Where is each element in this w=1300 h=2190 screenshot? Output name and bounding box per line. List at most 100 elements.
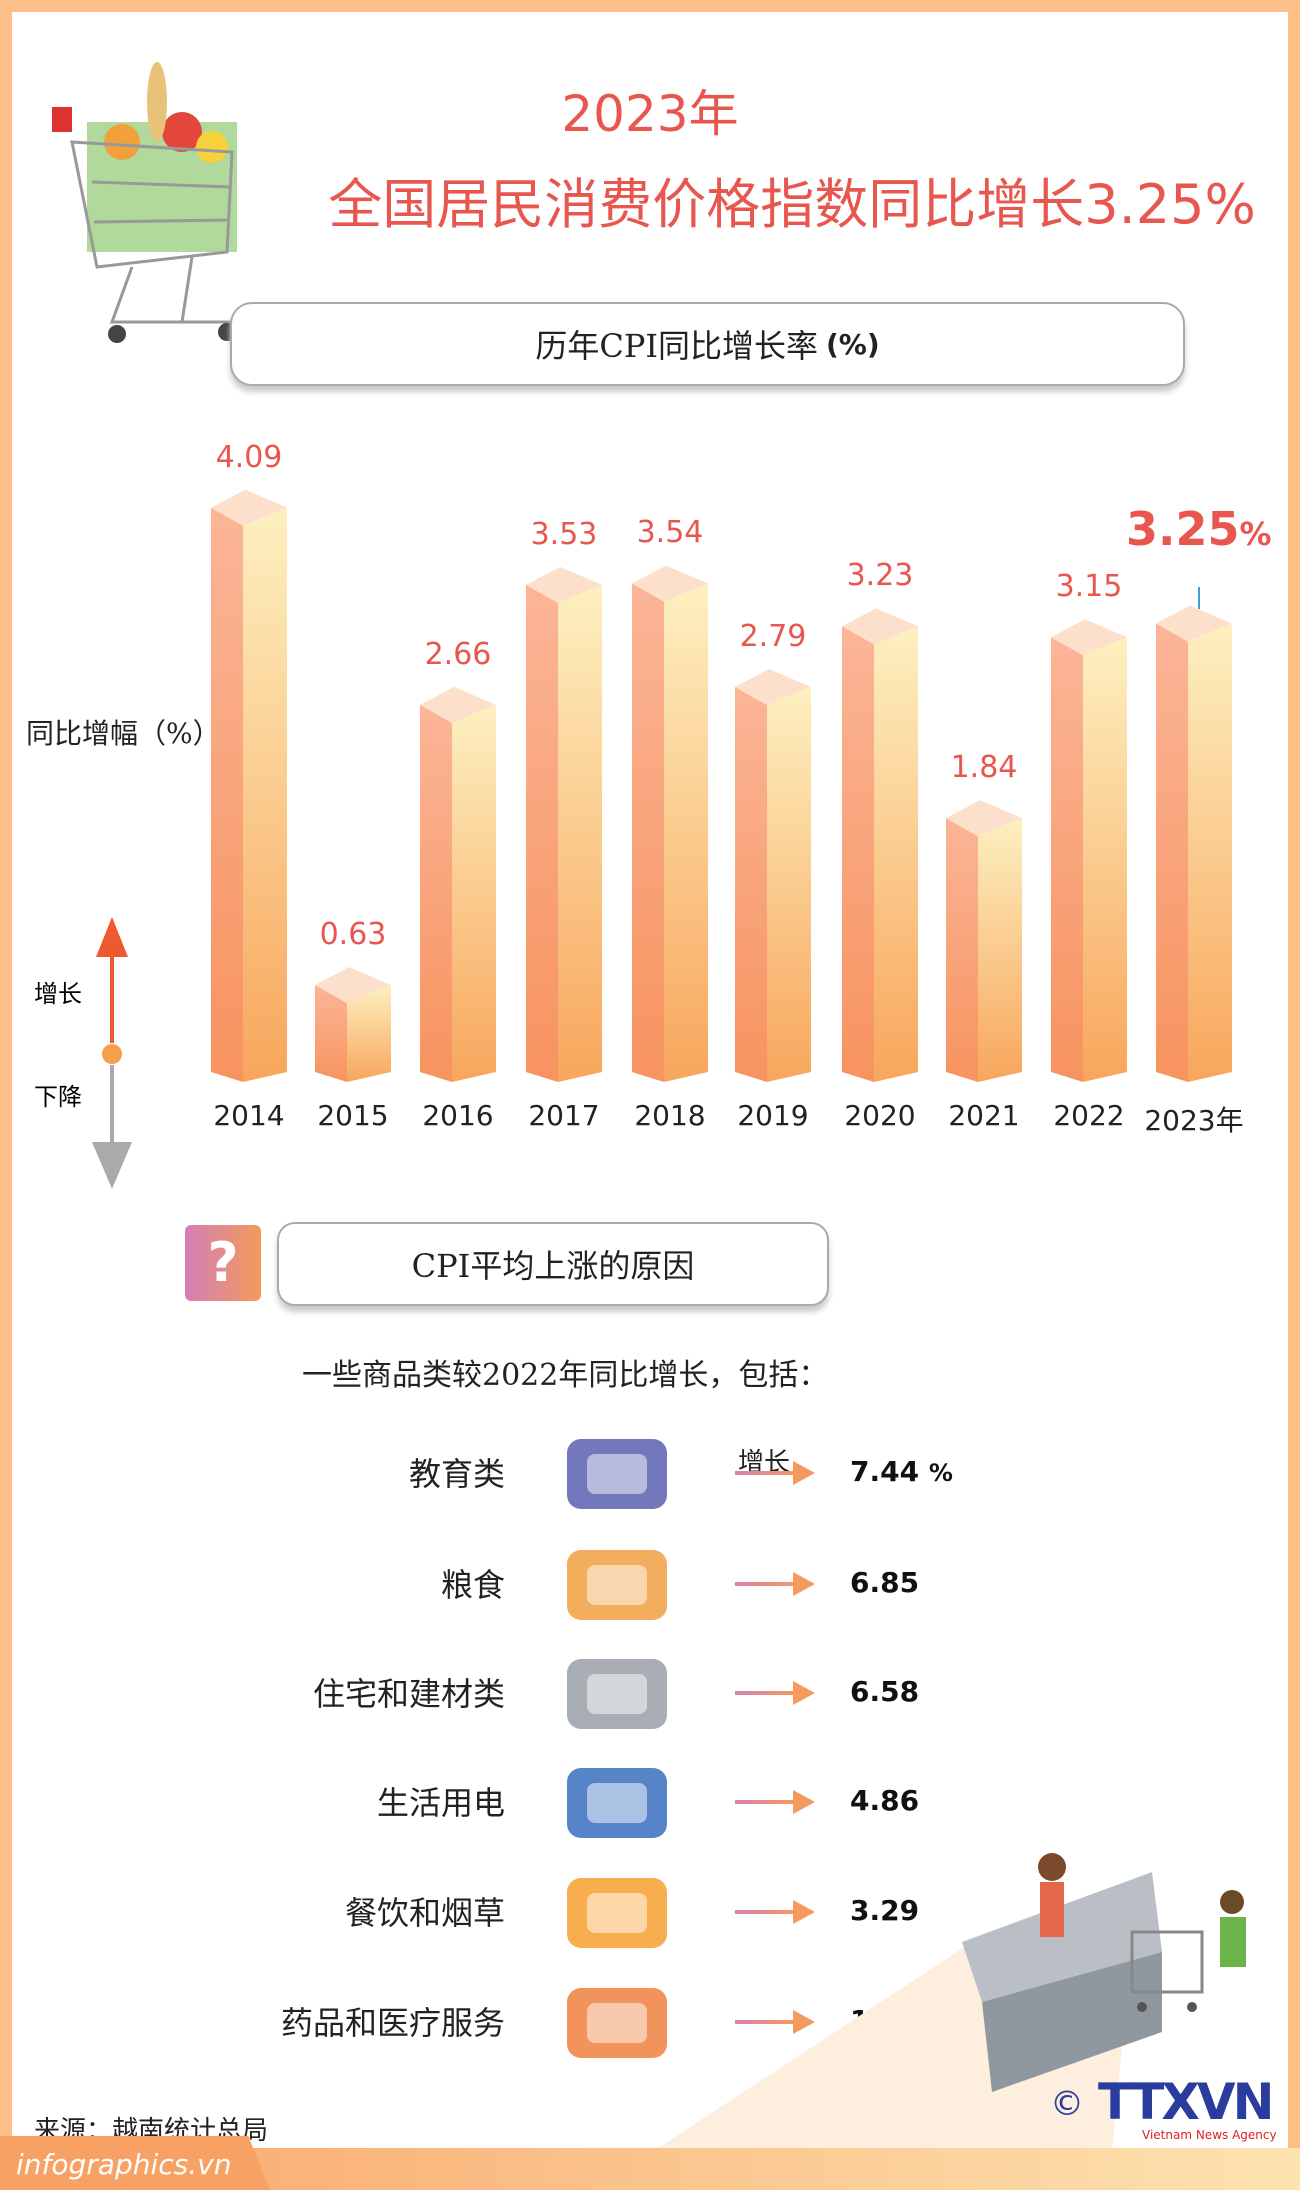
value-label: 2.79	[739, 618, 807, 654]
infographic-page: 2023年 全国居民消费价格指数同比增长3.25% 历年CPI同比增长率 (%)…	[12, 12, 1288, 2152]
reason-value-number: 6.58	[850, 1675, 920, 1708]
reason-label: 生活用电	[376, 1784, 505, 1822]
bar-front	[315, 985, 347, 1082]
reason-value: 6.85	[850, 1566, 919, 1599]
bar-top	[526, 566, 602, 603]
medicine-bottle-icon	[567, 1988, 667, 2058]
bar-side	[978, 818, 1022, 1082]
site-link[interactable]: infographics.vn	[0, 2136, 270, 2190]
reason-label: 教育类	[408, 1455, 505, 1493]
shop-counter-illustration	[652, 1853, 1246, 2152]
bar-2023年	[1156, 605, 1232, 1082]
bar-top	[211, 489, 287, 526]
highlight-2023: 3.25%	[1126, 506, 1272, 563]
chart-title-unit: (%)	[826, 327, 880, 361]
reason-value-number: 7.44	[850, 1455, 920, 1488]
bar-2021	[946, 800, 1022, 1082]
bar-2022	[1051, 619, 1127, 1082]
chart-title: 历年CPI同比增长率	[535, 327, 818, 365]
reasons-intro: 一些商品类较2022年同比增长，包括：	[302, 1358, 829, 1393]
bar-side	[452, 704, 496, 1082]
reasons-title-box: CPI平均上涨的原因	[277, 1222, 829, 1306]
x-tick-label: 2015	[317, 1099, 389, 1132]
ttxvn-logo-subtitle: Vietnam News Agency	[1142, 2128, 1277, 2142]
reason-value-number: 4.86	[850, 1784, 920, 1817]
reason-label: 餐饮和烟草	[344, 1894, 505, 1932]
reason-value: 4.86	[850, 1784, 919, 1817]
bar-2016	[420, 686, 496, 1082]
bar-2020	[842, 608, 918, 1082]
highlight-tick	[1198, 587, 1200, 609]
x-tick-label: 2021	[948, 1099, 1020, 1132]
bar-2018	[632, 565, 708, 1082]
cpi-bar-chart	[211, 489, 1232, 1082]
reason-value: 6.58	[850, 1675, 919, 1708]
main-title: 全国居民消费价格指数同比增长3.25%	[328, 173, 1256, 236]
legend-down-label: 下降	[34, 1083, 82, 1111]
bar-front	[632, 583, 664, 1082]
value-label: 4.09	[215, 439, 283, 475]
reason-value-number: 3.29	[850, 1894, 920, 1927]
x-tick-label: 2014	[213, 1099, 285, 1132]
value-label: 3.54	[636, 515, 704, 551]
bar-2015	[315, 967, 391, 1082]
bar-side	[243, 507, 287, 1082]
bar-top	[735, 668, 811, 705]
copyright-icon: ©	[1050, 2084, 1084, 2124]
value-label: 3.23	[846, 558, 914, 594]
legend-up-label: 增长	[34, 980, 82, 1008]
bar-front	[1156, 623, 1188, 1082]
legend-dot	[102, 1044, 122, 1064]
bar-top	[946, 800, 1022, 837]
arrow-right-icon	[735, 2010, 815, 2034]
construction-materials-icon	[567, 1659, 667, 1729]
arrow-right-icon	[735, 1790, 815, 1814]
chart-title-box: 历年CPI同比增长率 (%)	[230, 302, 1185, 386]
bar-top	[420, 686, 496, 723]
reason-label: 住宅和建材类	[312, 1675, 505, 1713]
x-tick-label: 2023年	[1144, 1104, 1244, 1137]
bar-side	[1188, 623, 1232, 1082]
bar-front	[842, 626, 874, 1082]
highlight-unit: %	[1239, 515, 1272, 553]
bar-top	[632, 565, 708, 602]
rice-bowl-icon	[567, 1550, 667, 1620]
bar-side	[347, 985, 391, 1082]
arrow-right-icon	[735, 1681, 815, 1705]
reason-value: 3.29	[850, 1894, 919, 1927]
arrow-right-icon	[735, 1572, 815, 1596]
value-label: 2.66	[424, 636, 492, 672]
reason-value: 7.44 %	[850, 1455, 953, 1488]
bar-front	[1051, 637, 1083, 1082]
value-label: 3.15	[1055, 569, 1123, 605]
bar-top	[1051, 619, 1127, 656]
x-tick-label: 2018	[634, 1099, 706, 1132]
question-icon: ?	[185, 1225, 261, 1301]
power-socket-icon	[567, 1768, 667, 1838]
reason-label: 药品和医疗服务	[280, 2004, 505, 2042]
bar-front	[946, 818, 978, 1082]
bar-top	[315, 967, 391, 1004]
bar-front	[211, 507, 243, 1082]
bar-side	[558, 584, 602, 1082]
y-axis-label: 同比增幅（%）	[26, 717, 221, 750]
up-down-legend	[92, 917, 132, 1189]
bar-front	[420, 704, 452, 1082]
bar-front	[526, 584, 558, 1082]
reason-value-number: 6.85	[850, 1566, 920, 1599]
title-year: 2023年	[561, 85, 739, 143]
bar-top	[842, 608, 918, 645]
x-tick-label: 2019	[737, 1099, 809, 1132]
x-tick-label: 2017	[528, 1099, 600, 1132]
bar-2014	[211, 489, 287, 1082]
value-label: 3.53	[530, 516, 598, 552]
x-tick-label: 2022	[1053, 1099, 1125, 1132]
reason-value-unit: %	[928, 1459, 953, 1487]
x-tick-label: 2016	[422, 1099, 494, 1132]
value-label: 1.84	[950, 750, 1018, 786]
x-tick-label: 2020	[844, 1099, 916, 1132]
reason-label: 粮食	[440, 1566, 505, 1604]
up-arrow-icon	[96, 917, 128, 957]
arrow-right-icon	[735, 1900, 815, 1924]
bar-front	[735, 686, 767, 1082]
